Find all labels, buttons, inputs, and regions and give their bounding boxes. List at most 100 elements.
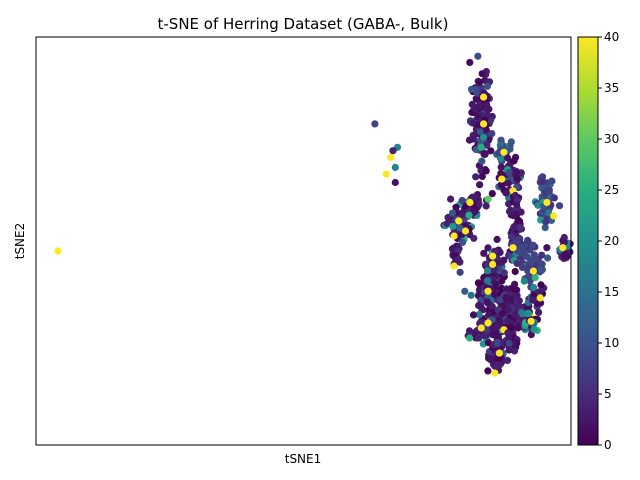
- scatter-point: [447, 195, 455, 203]
- scatter-point: [538, 251, 546, 259]
- scatter-point: [507, 318, 515, 327]
- scatter-point: [513, 259, 521, 268]
- scatter-point: [493, 235, 501, 243]
- scatter-point: [458, 238, 467, 246]
- scatter-point: [502, 189, 510, 197]
- scatter-point: [510, 157, 518, 165]
- colorbar-tick-label: 10: [604, 336, 619, 350]
- scatter-point: [560, 238, 568, 246]
- scatter-point: [480, 249, 488, 257]
- scatter-point: [472, 173, 480, 181]
- scatter-point: [508, 233, 516, 241]
- scatter-point: [537, 281, 545, 289]
- scatter-point-highlight: [480, 133, 488, 141]
- scatter-point: [527, 258, 536, 266]
- scatter-point-highlight: [491, 369, 499, 377]
- scatter-point: [494, 322, 502, 330]
- scatter-point: [514, 216, 523, 224]
- scatter-point: [484, 339, 492, 347]
- scatter-point: [504, 154, 512, 162]
- scatter-point-outlier: [382, 170, 390, 178]
- colorbar-tick-label: 0: [604, 438, 612, 452]
- scatter-point: [482, 167, 490, 175]
- colorbar: 0 5 10 15 20 25 30 35 40: [577, 30, 619, 452]
- scatter-point: [506, 145, 514, 153]
- scatter-point: [494, 340, 502, 348]
- scatter-point: [456, 268, 464, 276]
- scatter-point-highlight: [484, 287, 492, 295]
- scatter-point: [467, 85, 476, 93]
- scatter-point: [497, 169, 505, 177]
- scatter-point-highlight: [461, 227, 470, 235]
- scatter-point: [467, 291, 475, 299]
- scatter-point: [503, 356, 512, 364]
- scatter-point: [484, 267, 492, 275]
- scatter-point: [473, 89, 481, 97]
- scatter-point: [499, 309, 507, 318]
- scatter-point: [513, 175, 521, 183]
- scatter-point: [483, 298, 491, 306]
- scatter-point: [448, 245, 456, 253]
- scatter-point: [474, 334, 482, 342]
- scatter-point: [529, 296, 538, 304]
- scatter-point: [466, 58, 474, 67]
- scatter-point: [516, 223, 524, 231]
- scatter-point: [469, 311, 478, 319]
- scatter-point-outlier: [54, 247, 62, 255]
- scatter-point: [475, 102, 483, 110]
- scatter-point-highlight: [484, 319, 492, 327]
- scatter-point: [481, 331, 489, 339]
- scatter-point: [488, 130, 496, 138]
- scatter-point: [519, 250, 527, 258]
- scatter-point: [469, 119, 477, 127]
- scatter-point: [491, 331, 499, 339]
- scatter-point-highlight: [495, 349, 503, 357]
- scatter-point: [529, 241, 537, 249]
- scatter-point: [513, 201, 521, 209]
- scatter-point-outlier: [391, 178, 399, 187]
- scatter-point: [492, 280, 500, 288]
- scatter-point: [454, 255, 462, 263]
- scatter-point: [487, 147, 495, 155]
- scatter-point-highlight: [450, 232, 458, 240]
- scatter-point: [487, 355, 495, 363]
- scatter-point: [495, 355, 503, 363]
- scatter-point: [449, 222, 457, 230]
- scatter-point-highlight: [509, 244, 517, 252]
- scatter-point: [478, 70, 486, 78]
- scatter-point: [488, 190, 496, 198]
- scatter-points: [54, 52, 574, 377]
- scatter-point: [511, 311, 519, 319]
- scatter-point: [534, 201, 542, 209]
- scatter-point: [456, 224, 464, 232]
- scatter-point-outlier: [389, 147, 397, 155]
- colorbar-tick-label: 30: [604, 132, 619, 146]
- scatter-point: [518, 263, 527, 271]
- scatter-point: [465, 211, 473, 219]
- scatter-point-highlight: [489, 252, 497, 260]
- scatter-point: [482, 202, 490, 210]
- colorbar-tick-label: 35: [604, 81, 619, 95]
- scatter-point: [513, 292, 521, 301]
- scatter-point: [516, 235, 524, 243]
- scatter-point-highlight: [489, 260, 497, 268]
- colorbar-tick-label: 40: [604, 30, 619, 44]
- scatter-point: [544, 209, 553, 217]
- scatter-point: [523, 310, 531, 318]
- scatter-point: [539, 178, 547, 186]
- scatter-point: [531, 274, 539, 282]
- scatter-point-highlight: [536, 294, 544, 302]
- scatter-point-highlight: [466, 198, 474, 207]
- scatter-point: [461, 287, 469, 295]
- scatter-point: [443, 220, 451, 228]
- scatter-point-highlight: [477, 143, 485, 151]
- scatter-point: [483, 82, 491, 90]
- scatter-point: [535, 308, 543, 316]
- scatter-point: [476, 181, 484, 189]
- scatter-point: [474, 52, 482, 60]
- chart-title: t-SNE of Herring Dataset (GABA-, Bulk): [158, 15, 449, 33]
- scatter-point: [544, 254, 552, 262]
- scatter-point: [493, 361, 501, 369]
- scatter-point: [476, 128, 484, 136]
